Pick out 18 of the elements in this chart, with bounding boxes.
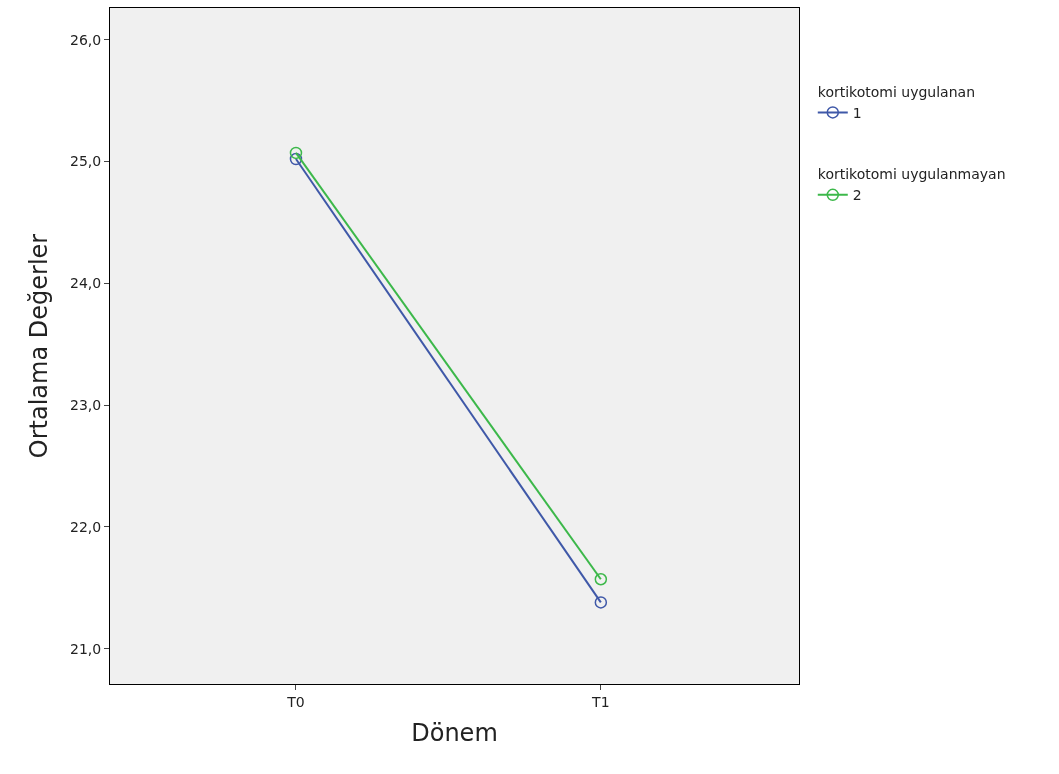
point xyxy=(594,596,608,609)
x-axis-title: Dönem xyxy=(411,719,498,748)
y-tick-label: 22,0 xyxy=(70,518,102,535)
point xyxy=(289,152,303,166)
point xyxy=(289,146,303,160)
x-tick-label: T0 xyxy=(286,693,305,710)
x-tick-label: T1 xyxy=(591,693,610,710)
point xyxy=(594,573,608,586)
legend-label: 1 xyxy=(852,104,862,121)
legend-label: 2 xyxy=(852,187,862,204)
y-tick-label: 23,0 xyxy=(70,396,102,413)
text: kortikotomi uygulanmayan xyxy=(817,166,1006,183)
y-tick-label: 26,0 xyxy=(70,31,102,48)
y-tick-label: 21,0 xyxy=(70,640,102,657)
y-tick-label: 24,0 xyxy=(70,275,102,292)
text: kortikotomi uygulanan xyxy=(817,83,976,100)
y-axis-title: Ortalama Değerler xyxy=(25,233,54,459)
y-tick-label: 25,0 xyxy=(70,153,102,170)
